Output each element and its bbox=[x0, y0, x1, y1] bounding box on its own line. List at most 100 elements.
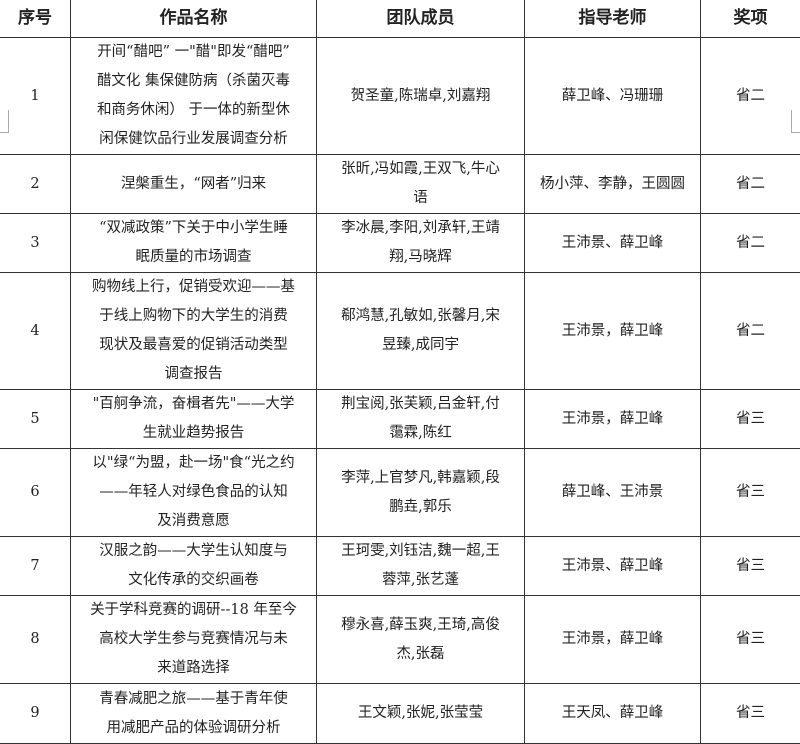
cell-members: 王文颖,张妮,张莹莹 bbox=[317, 684, 525, 744]
cell-advisors: 王天凤、薛卫峰 bbox=[525, 684, 701, 744]
cell-no: 6 bbox=[0, 449, 71, 537]
cell-members-line: 贺圣童,陈瑞卓,刘嘉翔 bbox=[317, 82, 524, 111]
cell-title-line: 现状及最喜爱的促销活动类型 bbox=[71, 331, 316, 360]
cell-title-line: 高校大学生参与竞赛情况与未 bbox=[71, 625, 316, 654]
cell-title: “双减政策”下关于中小学生睡眠质量的市场调查 bbox=[71, 214, 317, 273]
cell-members-line: 杰,张磊 bbox=[317, 640, 524, 669]
cell-title-line: 调查报告 bbox=[71, 360, 316, 389]
cell-award: 省二 bbox=[701, 273, 800, 390]
cell-advisors: 王沛景，薛卫峰 bbox=[525, 596, 701, 684]
cell-title-line: "百舸争流，奋楫者先"——大学 bbox=[71, 390, 316, 419]
cell-members-line: 语 bbox=[317, 184, 524, 213]
cell-title: 青春减肥之旅——基于青年使用减肥产品的体验调研分析 bbox=[71, 684, 317, 744]
cell-title-line: 以"绿“为盟，赴一场"食“光之约 bbox=[71, 449, 316, 478]
cell-no: 5 bbox=[0, 390, 71, 449]
cell-award: 省二 bbox=[701, 155, 800, 214]
cell-members-line: 蓉萍,张艺蓬 bbox=[317, 566, 524, 595]
cell-members-line: 王文颖,张妮,张莹莹 bbox=[317, 699, 524, 728]
cell-advisors: 王沛景，薛卫峰 bbox=[525, 390, 701, 449]
cell-title-line: 闲保健饮品行业发展调查分析 bbox=[71, 125, 316, 154]
cell-members-line: 李冰晨,李阳,刘承轩,王靖 bbox=[317, 214, 524, 243]
cell-members: 张昕,冯如霞,王双飞,牛心语 bbox=[317, 155, 525, 214]
cell-title-line: 用减肥产品的体验调研分析 bbox=[71, 714, 316, 743]
header-members: 团队成员 bbox=[317, 0, 525, 38]
cell-title-line: 涅槃重生，“网者”归来 bbox=[71, 170, 316, 199]
cell-advisors: 王沛景、薛卫峰 bbox=[525, 214, 701, 273]
cell-title-line: 于线上购物下的大学生的消费 bbox=[71, 302, 316, 331]
cell-members: 穆永喜,薛玉爽,王琦,高俊杰,张磊 bbox=[317, 596, 525, 684]
cell-members-line: 王珂雯,刘钰洁,魏一超,王 bbox=[317, 537, 524, 566]
cell-members: 李冰晨,李阳,刘承轩,王靖翔,马晓辉 bbox=[317, 214, 525, 273]
cell-members: 郗鸿慧,孔敏如,张馨月,宋昱臻,成同宇 bbox=[317, 273, 525, 390]
cell-members-line: 昱臻,成同宇 bbox=[317, 331, 524, 360]
cell-title-line: 关于学科竞赛的调研--18 年至今 bbox=[71, 596, 316, 625]
cell-no: 8 bbox=[0, 596, 71, 684]
header-row: 序号 作品名称 团队成员 指导老师 奖项 bbox=[0, 0, 800, 38]
cell-members-line: 郗鸿慧,孔敏如,张馨月,宋 bbox=[317, 302, 524, 331]
cell-advisors: 王沛景，薛卫峰 bbox=[525, 273, 701, 390]
header-no: 序号 bbox=[0, 0, 71, 38]
cell-title: 以"绿“为盟，赴一场"食“光之约——年轻人对绿色食品的认知及消费意愿 bbox=[71, 449, 317, 537]
cell-members-line: 穆永喜,薛玉爽,王琦,高俊 bbox=[317, 611, 524, 640]
cell-award: 省三 bbox=[701, 449, 800, 537]
cell-title: 购物线上行，促销受欢迎——基于线上购物下的大学生的消费现状及最喜爱的促销活动类型… bbox=[71, 273, 317, 390]
header-award: 奖项 bbox=[701, 0, 800, 38]
table-row: 5"百舸争流，奋楫者先"——大学生就业趋势报告荆宝阅,张芙颖,吕金轩,付霭霖,陈… bbox=[0, 390, 800, 449]
cell-title: 汉服之韵——大学生认知度与文化传承的交织画卷 bbox=[71, 537, 317, 596]
cell-title-line: “双减政策”下关于中小学生睡 bbox=[71, 214, 316, 243]
cell-title-line: 和商务休闲） 于一体的新型休 bbox=[71, 96, 316, 125]
cell-no: 9 bbox=[0, 684, 71, 744]
cell-members-line: 霭霖,陈红 bbox=[317, 419, 524, 448]
cell-title: 关于学科竞赛的调研--18 年至今高校大学生参与竞赛情况与未来道路选择 bbox=[71, 596, 317, 684]
cell-no: 2 bbox=[0, 155, 71, 214]
cell-title-line: 眠质量的市场调查 bbox=[71, 243, 316, 272]
cell-award: 省二 bbox=[701, 38, 800, 155]
cell-members: 李萍,上官梦凡,韩嘉颖,段鹏垚,郭乐 bbox=[317, 449, 525, 537]
cell-title-line: 来道路选择 bbox=[71, 654, 316, 683]
cell-members: 贺圣童,陈瑞卓,刘嘉翔 bbox=[317, 38, 525, 155]
cell-title-line: ——年轻人对绿色食品的认知 bbox=[71, 478, 316, 507]
cell-award: 省三 bbox=[701, 537, 800, 596]
cell-no: 4 bbox=[0, 273, 71, 390]
header-advisors: 指导老师 bbox=[525, 0, 701, 38]
table-row: 3“双减政策”下关于中小学生睡眠质量的市场调查李冰晨,李阳,刘承轩,王靖翔,马晓… bbox=[0, 214, 800, 273]
cell-award: 省二 bbox=[701, 214, 800, 273]
cell-members-line: 翔,马晓辉 bbox=[317, 243, 524, 272]
cell-members-line: 鹏垚,郭乐 bbox=[317, 493, 524, 522]
cell-title-line: 醋文化 集保健防病（杀菌灭毒 bbox=[71, 67, 316, 96]
cell-no: 3 bbox=[0, 214, 71, 273]
cell-advisors: 薛卫峰、冯珊珊 bbox=[525, 38, 701, 155]
cell-award: 省三 bbox=[701, 684, 800, 744]
cell-title-line: 开间“醋吧” 一"醋"即发“醋吧” bbox=[71, 38, 316, 67]
cell-award: 省三 bbox=[701, 596, 800, 684]
cell-members-line: 李萍,上官梦凡,韩嘉颖,段 bbox=[317, 464, 524, 493]
cell-title-line: 及消费意愿 bbox=[71, 507, 316, 536]
cell-advisors: 薛卫峰、王沛景 bbox=[525, 449, 701, 537]
cell-members-line: 张昕,冯如霞,王双飞,牛心 bbox=[317, 155, 524, 184]
cell-no: 1 bbox=[0, 38, 71, 155]
cell-members: 荆宝阅,张芙颖,吕金轩,付霭霖,陈红 bbox=[317, 390, 525, 449]
cell-advisors: 杨小萍、李静，王圆圆 bbox=[525, 155, 701, 214]
cell-no: 7 bbox=[0, 537, 71, 596]
cell-members-line: 荆宝阅,张芙颖,吕金轩,付 bbox=[317, 390, 524, 419]
cell-title: 开间“醋吧” 一"醋"即发“醋吧”醋文化 集保健防病（杀菌灭毒和商务休闲） 于一… bbox=[71, 38, 317, 155]
cell-title-line: 生就业趋势报告 bbox=[71, 419, 316, 448]
cell-title: "百舸争流，奋楫者先"——大学生就业趋势报告 bbox=[71, 390, 317, 449]
cell-title-line: 购物线上行，促销受欢迎——基 bbox=[71, 273, 316, 302]
cell-title-line: 汉服之韵——大学生认知度与 bbox=[71, 537, 316, 566]
cell-title-line: 文化传承的交织画卷 bbox=[71, 566, 316, 595]
header-title: 作品名称 bbox=[71, 0, 317, 38]
cell-title-line: 青春减肥之旅——基于青年使 bbox=[71, 685, 316, 714]
cell-award: 省三 bbox=[701, 390, 800, 449]
cell-members: 王珂雯,刘钰洁,魏一超,王蓉萍,张艺蓬 bbox=[317, 537, 525, 596]
cell-title: 涅槃重生，“网者”归来 bbox=[71, 155, 317, 214]
cell-advisors: 王沛景、薛卫峰 bbox=[525, 537, 701, 596]
